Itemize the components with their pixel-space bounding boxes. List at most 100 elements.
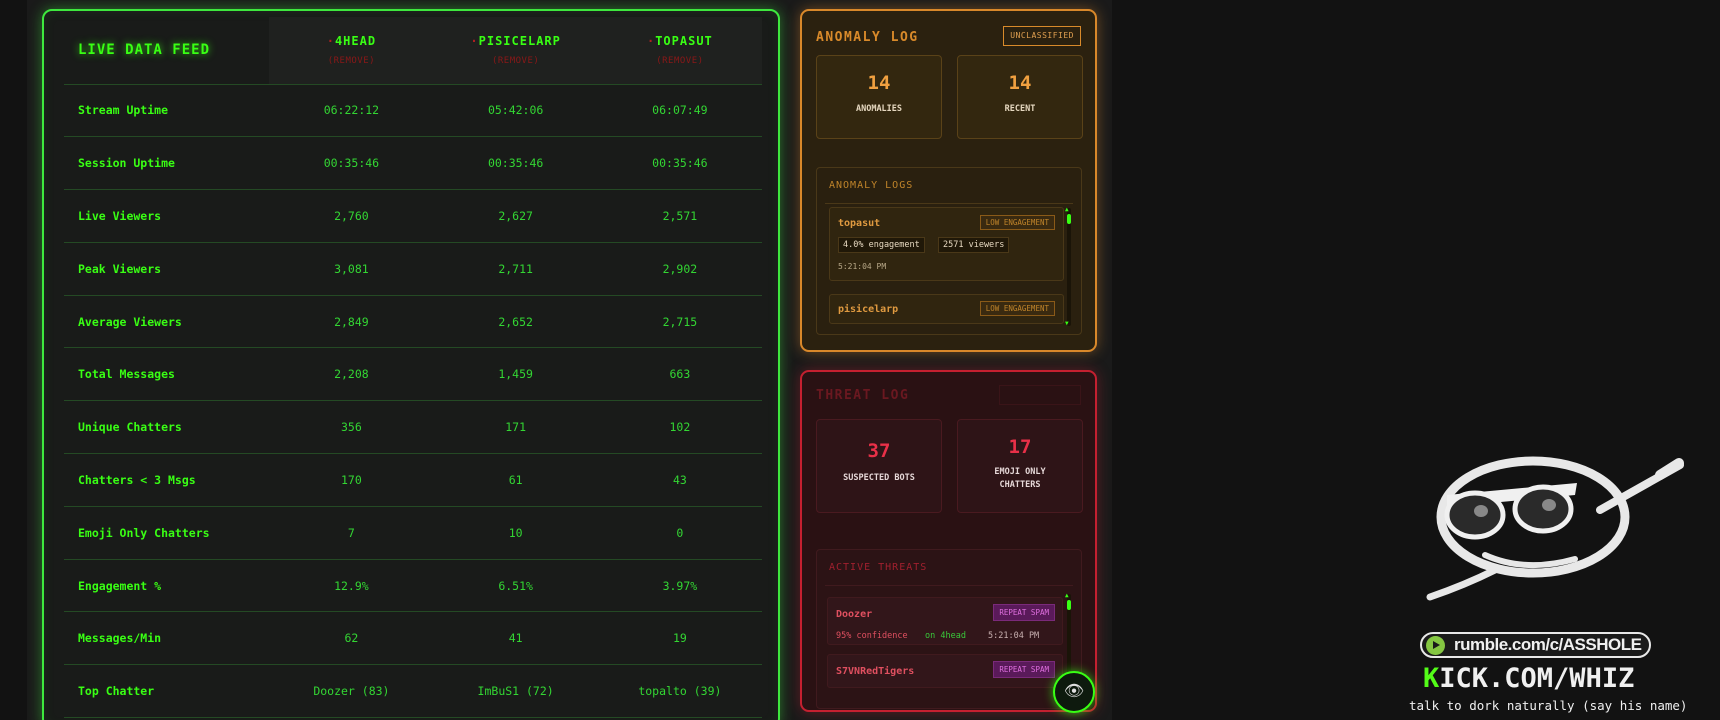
metric-label: Peak Viewers [64,241,270,296]
metric-value: 06:22:12 [269,83,434,137]
table-row: Session Uptime 00:35:46 00:35:46 00:35:46 [64,136,762,190]
scroll-down-icon[interactable]: ▼ [1065,320,1069,327]
remove-streamer-button[interactable]: (REMOVE) [656,56,704,67]
table-row: Average Viewers 2,849 2,652 2,715 [64,294,762,348]
rumble-url: rumble.com/c/ASSHOLE [1454,635,1642,654]
scrollbar-thumb[interactable] [1067,214,1071,224]
metric-value: 6.51% [433,558,598,612]
metric-value: 3.97% [597,558,762,612]
table-row: Top Chatter Doozer (83) ImBuS1 (72) topalto… [64,664,762,719]
anomaly-log-title: ANOMALY LOG [816,30,919,45]
anomaly-logs-scrollbar[interactable]: ▲ ▼ [1065,206,1071,327]
table-row: Unique Chatters 356 171 102 [64,400,762,454]
metric-value: 2,711 [433,241,598,296]
rumble-play-icon [1426,636,1445,655]
streamer-column-pisicelarp: ·PISICELARP (REMOVE) [433,17,598,84]
metric-value: topalto (39) [597,664,762,719]
suspected-bots-label: SUSPECTED BOTS [843,473,915,483]
table-row: Peak Viewers 3,081 2,711 2,902 [64,241,762,296]
table-row: Stream Uptime 06:22:12 05:42:06 06:07:49 [64,83,762,137]
live-data-feed-panel: LIVE DATA FEED ·4HEAD (REMOVE) ·PISICELA… [42,9,780,720]
threat-username: Doozer [836,609,873,620]
scroll-up-icon[interactable]: ▲ [1065,206,1069,213]
emoji-only-chatters-stat-card: 17 EMOJI ONLY CHATTERS [957,419,1083,513]
threat-timestamp: 5:21:04 PM [988,631,1040,641]
metric-value: 10 [433,505,598,560]
metric-value: 06:07:49 [597,83,762,137]
anomaly-log-panel: ANOMALY LOG UNCLASSIFIED 14 ANOMALIES 14… [800,9,1097,352]
threat-entry[interactable]: Doozer REPEAT SPAM 95% confidence on 4he… [827,597,1063,645]
metric-value: 2,652 [433,294,598,348]
anomalies-stat-card: 14 ANOMALIES [816,55,942,139]
streamer-column-topasut: ·TOPASUT (REMOVE) [597,17,762,84]
metric-value: 663 [597,347,762,401]
table-row: Emoji Only Chatters 7 10 0 [64,505,762,560]
threat-entry[interactable]: S7VNRedTigers REPEAT SPAM [827,654,1063,688]
scroll-up-icon[interactable]: ▲ [1065,592,1069,599]
repeat-spam-badge: REPEAT SPAM [993,661,1055,678]
metric-value: 19 [597,611,762,665]
log-streamer-name: topasut [838,218,881,229]
metric-value: 00:35:46 [269,136,434,190]
threat-confidence: 95% confidence [836,631,908,641]
table-header-row: LIVE DATA FEED ·4HEAD (REMOVE) ·PISICELA… [64,17,762,84]
remove-streamer-button[interactable]: (REMOVE) [491,56,540,67]
suspected-bots-stat-card: 37 SUSPECTED BOTS [816,419,942,513]
metric-value: 43 [597,453,762,507]
metric-value: 00:35:46 [597,136,762,190]
eye-icon[interactable]: 👁 [1053,671,1095,713]
live-data-feed-title: LIVE DATA FEED [78,42,211,59]
threat-log-panel: THREAT LOG 37 SUSPECTED BOTS 17 EMOJI ON… [800,370,1097,712]
recent-label: RECENT [1004,104,1036,114]
metric-value: 102 [597,400,762,454]
live-data-rows: Stream Uptime 06:22:12 05:42:06 06:07:49 Ses… [64,83,762,719]
scrollbar-thumb[interactable] [1067,600,1071,610]
low-engagement-badge: LOW ENGAGEMENT [979,215,1055,230]
metric-value: 171 [433,400,598,454]
threat-filter-button[interactable] [999,385,1081,405]
streamer-name: TOPASUT [655,34,713,49]
metric-label: Live Viewers [64,189,270,243]
log-timestamp: 5:21:04 PM [838,262,887,271]
rumble-link-badge[interactable]: rumble.com/c/ASSHOLE [1420,632,1652,658]
active-threats-scrollbar[interactable]: ▲ [1065,592,1071,704]
divider [825,203,1073,204]
log-streamer-name: pisicelarp [838,304,899,315]
emoji-only-label-line1: EMOJI ONLY [994,467,1046,477]
metric-value: 2,571 [597,189,762,243]
anomaly-logs-box: ANOMALY LOGS topasut LOW ENGAGEMENT 4.0%… [816,167,1082,335]
anomaly-logs-title: ANOMALY LOGS [829,180,914,191]
metric-value: 00:35:46 [433,136,598,190]
metric-value: Doozer (83) [269,664,434,719]
remove-streamer-button[interactable]: (REMOVE) [327,56,376,67]
suspected-bots-count: 37 [867,440,891,462]
threat-channel: on 4head [925,631,966,641]
recent-stat-card: 14 RECENT [957,55,1083,139]
metric-label: Session Uptime [64,136,270,190]
threat-username: S7VNRedTigers [836,666,915,677]
metric-label: Messages/Min [64,611,270,665]
emoji-only-count: 17 [1008,436,1032,458]
metric-value: 7 [269,505,434,560]
divider [825,585,1073,586]
emoji-only-label: EMOJI ONLY CHATTERS [958,466,1082,492]
unclassified-button[interactable]: UNCLASSIFIED [1003,26,1081,46]
metric-label: Average Viewers [64,294,270,348]
anomaly-log-entry[interactable]: topasut LOW ENGAGEMENT 4.0% engagement 2… [829,207,1064,281]
emoji-only-label-line2: CHATTERS [999,480,1041,490]
table-row: Messages/Min 62 41 19 [64,611,762,665]
metric-value: 3,081 [269,241,434,296]
streamer-column-4head: ·4HEAD (REMOVE) [269,17,434,84]
anomalies-label: ANOMALIES [855,104,903,114]
metric-value: 170 [269,453,434,507]
metric-label: Emoji Only Chatters [64,505,270,560]
table-row: Live Viewers 2,760 2,627 2,571 [64,189,762,243]
anomaly-log-entry[interactable]: pisicelarp LOW ENGAGEMENT [829,294,1064,324]
kick-channel-text: KICK.COM/WHIZ [1423,663,1634,694]
remove-dot-icon: · [326,34,335,49]
metric-value: 356 [269,400,434,454]
overlay-tagline: talk to dork naturally (say his name) [1409,698,1688,713]
active-threats-box: ACTIVE THREATS Doozer REPEAT SPAM 95% co… [816,549,1082,709]
metric-label: Top Chatter [64,664,270,719]
metric-value: 61 [433,453,598,507]
